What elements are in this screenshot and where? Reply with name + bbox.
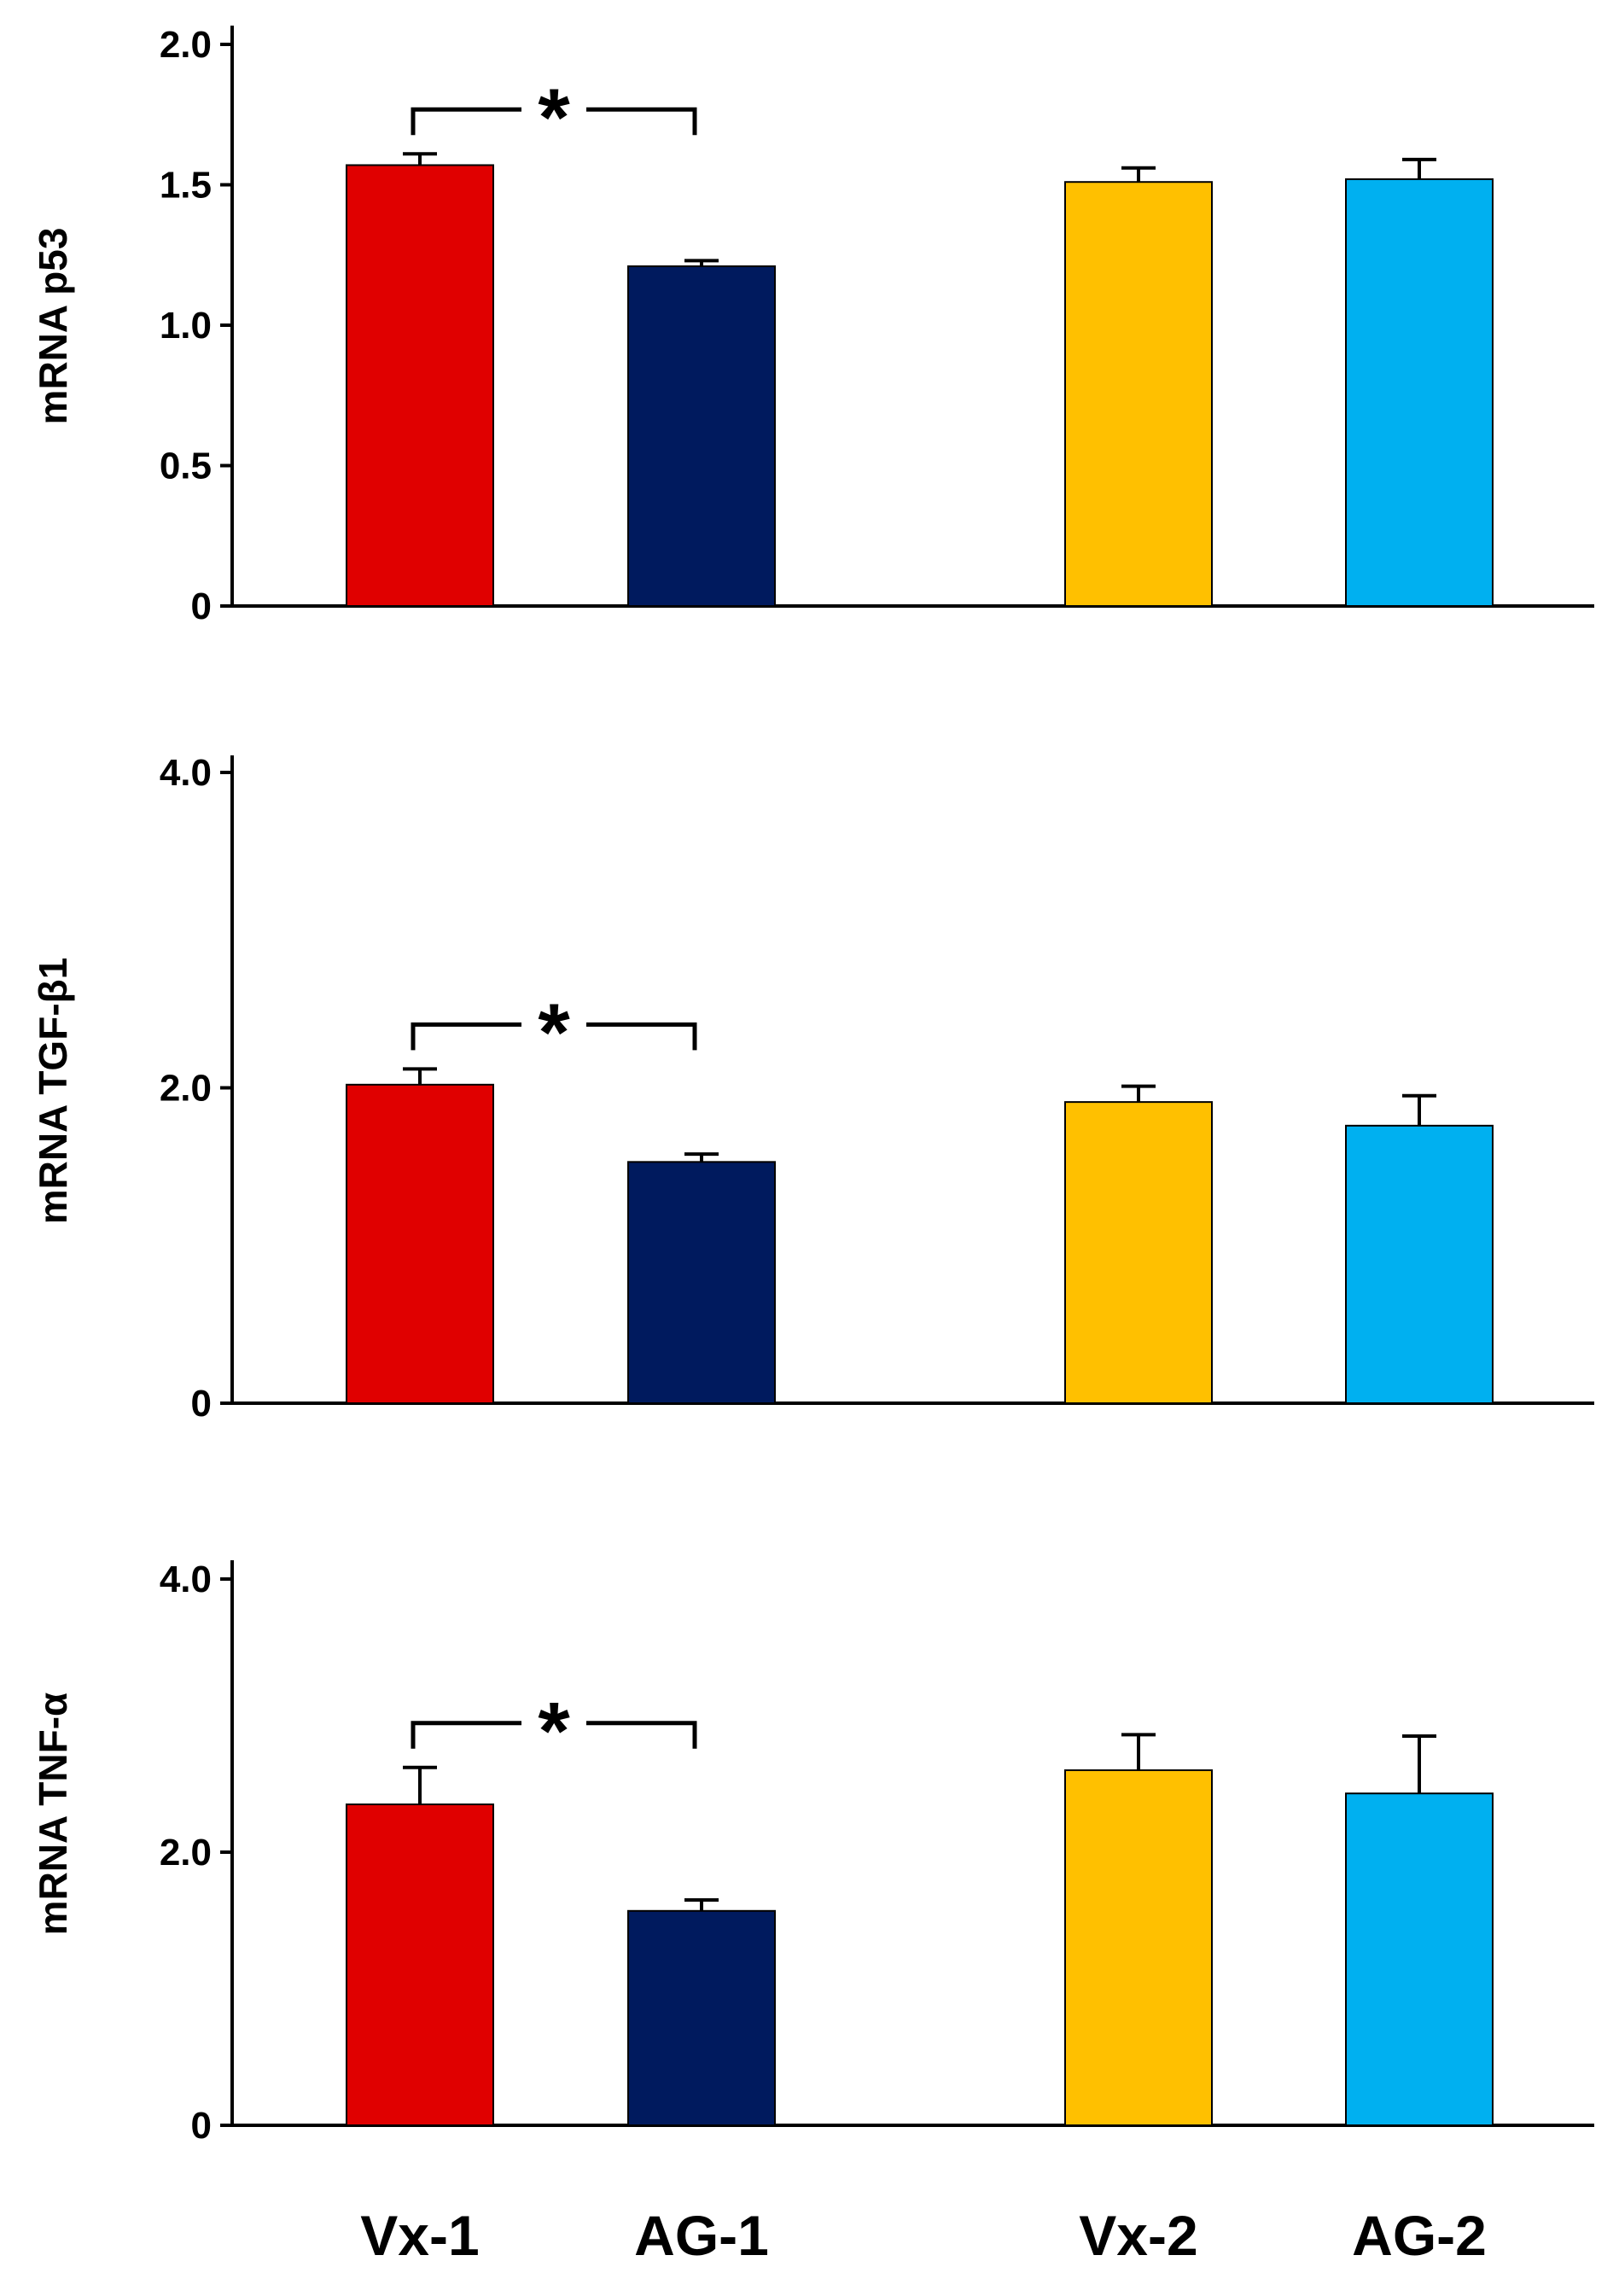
significance-bracket-right [586,1022,697,1051]
significance-bracket-left [411,1022,521,1051]
bar-vx-2 [1064,181,1213,608]
y-tick-label: 0 [191,586,212,627]
significance-bracket-left [411,107,521,136]
bar-vx-2 [1064,1769,1213,2126]
y-axis-label: mRNA p53 [31,228,75,425]
bar-vx-1 [346,164,494,608]
significance-bracket-right [586,1721,697,1749]
significance-bracket-left [411,1721,521,1749]
y-tick-label: 0.5 [160,446,212,487]
x-category-labels: Vx-1 AG-1 Vx-2 AG-2 [360,2204,1487,2267]
chart-panel-p53: 0 0.5 1.0 1.5 2.0 mRNA p53 * [31,24,1594,627]
chart-panel-tgf-beta1: 0 2.0 4.0 mRNA TGF-β1 * [31,752,1594,1425]
y-tick-label: 0 [191,2105,212,2147]
x-category-label-ag-1: AG-1 [634,2204,769,2267]
y-tick-label: 4.0 [160,752,212,794]
bar-ag-1 [627,1161,776,1405]
chart-panel-tnf-alpha: 0 2.0 4.0 mRNA TNF-α * [31,1559,1594,2147]
y-tick-label: 0 [191,1383,212,1425]
bar-ag-1 [627,265,776,607]
bar-ag-2 [1345,178,1494,607]
x-category-label-vx-1: Vx-1 [360,2204,479,2267]
bar-ag-1 [627,1909,776,2127]
y-axis-label: mRNA TGF-β1 [31,958,75,1225]
y-axis-label: mRNA TNF-α [31,1693,75,1936]
significance-bracket-right [586,107,697,136]
y-tick-label: 1.0 [160,305,212,347]
x-category-label-vx-2: Vx-2 [1079,2204,1197,2267]
significance-star: * [538,987,570,1078]
y-tick-label: 2.0 [160,1068,212,1110]
bar-vx-1 [346,1083,494,1405]
significance-star: * [538,1686,570,1777]
bar-vx-1 [346,1804,494,2126]
y-tick-label: 2.0 [160,1832,212,1874]
bar-ag-2 [1345,1792,1494,2126]
x-category-label-ag-2: AG-2 [1352,2204,1487,2267]
bar-ag-2 [1345,1124,1494,1404]
y-tick-label: 4.0 [160,1559,212,1600]
y-tick-label: 2.0 [160,24,212,66]
bar-vx-2 [1064,1101,1213,1404]
y-tick-label: 1.5 [160,165,212,207]
significance-star: * [538,72,570,163]
